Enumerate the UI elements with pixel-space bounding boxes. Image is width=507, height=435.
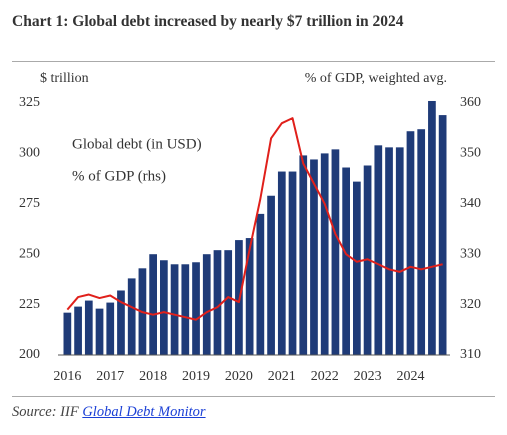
bar: [149, 254, 157, 355]
bar: [245, 238, 254, 355]
x-tick-label: 2022: [311, 369, 339, 384]
line: [66, 117, 443, 321]
bar: [192, 262, 200, 355]
bar: [395, 147, 404, 355]
bar: [385, 147, 393, 355]
y-tick-label: 225: [19, 297, 40, 312]
x-tick-label: 2017: [96, 369, 124, 384]
x-tick-label: 2016: [53, 369, 81, 384]
bar: [170, 264, 179, 355]
source-prefix: Source: IIF: [12, 404, 79, 420]
bar: [224, 250, 233, 355]
bar: [213, 250, 222, 355]
x-tick-label: 2021: [268, 369, 296, 384]
y2-tick-label: 310: [460, 347, 481, 362]
bar: [117, 290, 125, 355]
bar: [63, 312, 72, 355]
y-tick-label: 275: [19, 196, 40, 211]
bar: [267, 195, 275, 355]
bar: [288, 171, 297, 355]
bar: [320, 153, 329, 355]
bar: [406, 131, 415, 355]
y2-tick-label: 360: [460, 95, 481, 110]
bar: [310, 159, 318, 355]
x-tick-label: 2024: [396, 369, 424, 384]
bar: [342, 167, 350, 355]
y2-tick-label: 320: [460, 297, 481, 312]
chart: $ trillion % of GDP, weighted avg. 200 22…: [19, 71, 481, 384]
source: Source: IIF Global Debt Monitor: [12, 404, 206, 421]
bar: [256, 213, 265, 355]
y2-tick-label: 330: [460, 246, 481, 261]
bar: [95, 308, 104, 355]
bar: [428, 100, 436, 355]
y-axis-label: $ trillion: [40, 71, 89, 86]
y-tick-label: 200: [19, 347, 40, 362]
rule: [12, 396, 495, 397]
bar: [417, 129, 426, 355]
y-tick-label: 250: [19, 246, 40, 261]
bar: [331, 149, 340, 355]
x-tick-label: 2023: [354, 369, 382, 384]
y-tick-label: 300: [19, 146, 40, 161]
source-link[interactable]: Global Debt Monitor: [82, 404, 206, 420]
y-tick-label: 325: [19, 95, 40, 110]
bar: [374, 145, 383, 355]
bar: [181, 264, 190, 355]
bar: [84, 300, 93, 355]
y2-tick-label: 340: [460, 196, 481, 211]
rule: [12, 61, 495, 62]
x-tick-label: 2020: [225, 369, 253, 384]
y2-tick-label: 350: [460, 146, 481, 161]
bar: [277, 171, 286, 355]
bar: [202, 254, 211, 355]
x-tick-label: 2019: [182, 369, 210, 384]
legend-label: % of GDP (rhs): [72, 168, 166, 184]
bar: [438, 115, 447, 355]
bar: [353, 181, 361, 355]
chart-title: Chart 1: Global debt increased by nearly…: [12, 13, 404, 30]
bar: [127, 278, 136, 355]
bar: [106, 302, 115, 355]
y2-axis-label: % of GDP, weighted avg.: [305, 71, 447, 86]
legend-label: Global debt (in USD): [72, 136, 202, 152]
x-tick-label: 2018: [139, 369, 167, 384]
bar: [74, 306, 82, 355]
bar: [299, 155, 308, 355]
bar: [160, 260, 168, 355]
